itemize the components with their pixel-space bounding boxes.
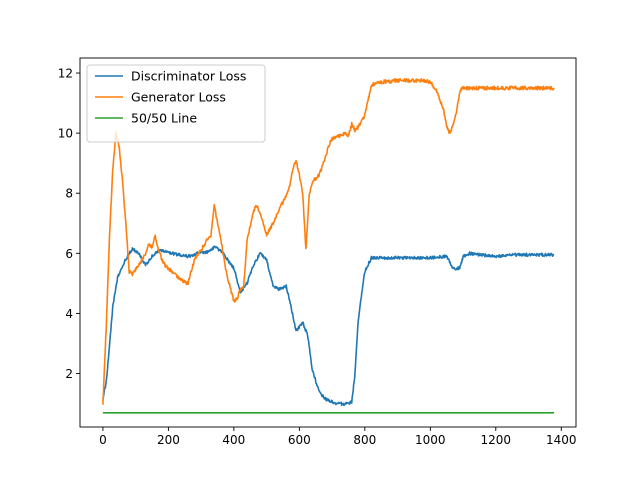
x-tick-label: 600 xyxy=(288,433,311,447)
y-tick-label: 12 xyxy=(58,67,73,81)
x-tick-label: 200 xyxy=(157,433,180,447)
x-tick-label: 1000 xyxy=(415,433,446,447)
x-tick-label: 0 xyxy=(99,433,107,447)
y-tick-label: 6 xyxy=(65,247,73,261)
axes-frame xyxy=(79,57,577,428)
legend: Discriminator Loss Generator Loss 50/50 Li… xyxy=(86,64,266,143)
series-line-generator-loss xyxy=(102,78,555,405)
y-tick-label: 8 xyxy=(65,187,73,201)
y-tick-label: 4 xyxy=(65,307,73,321)
x-tick-label: 800 xyxy=(353,433,376,447)
legend-label: Discriminator Loss xyxy=(131,69,246,84)
legend-label: Generator Loss xyxy=(131,90,226,105)
y-tick-label: 2 xyxy=(65,367,73,381)
series-line-discriminator-loss xyxy=(102,245,555,407)
y-tick-label: 10 xyxy=(58,127,73,141)
series-layer xyxy=(102,78,555,414)
legend-box xyxy=(86,64,266,143)
legend-label: 50/50 Line xyxy=(131,111,197,126)
x-tick-label: 1200 xyxy=(481,433,512,447)
x-tick-label: 1400 xyxy=(546,433,577,447)
axes-layer: 0 200 400 600 800 1000 1200 1400 2 4 6 8 10 12 xyxy=(58,57,577,447)
x-tick-label: 400 xyxy=(222,433,245,447)
